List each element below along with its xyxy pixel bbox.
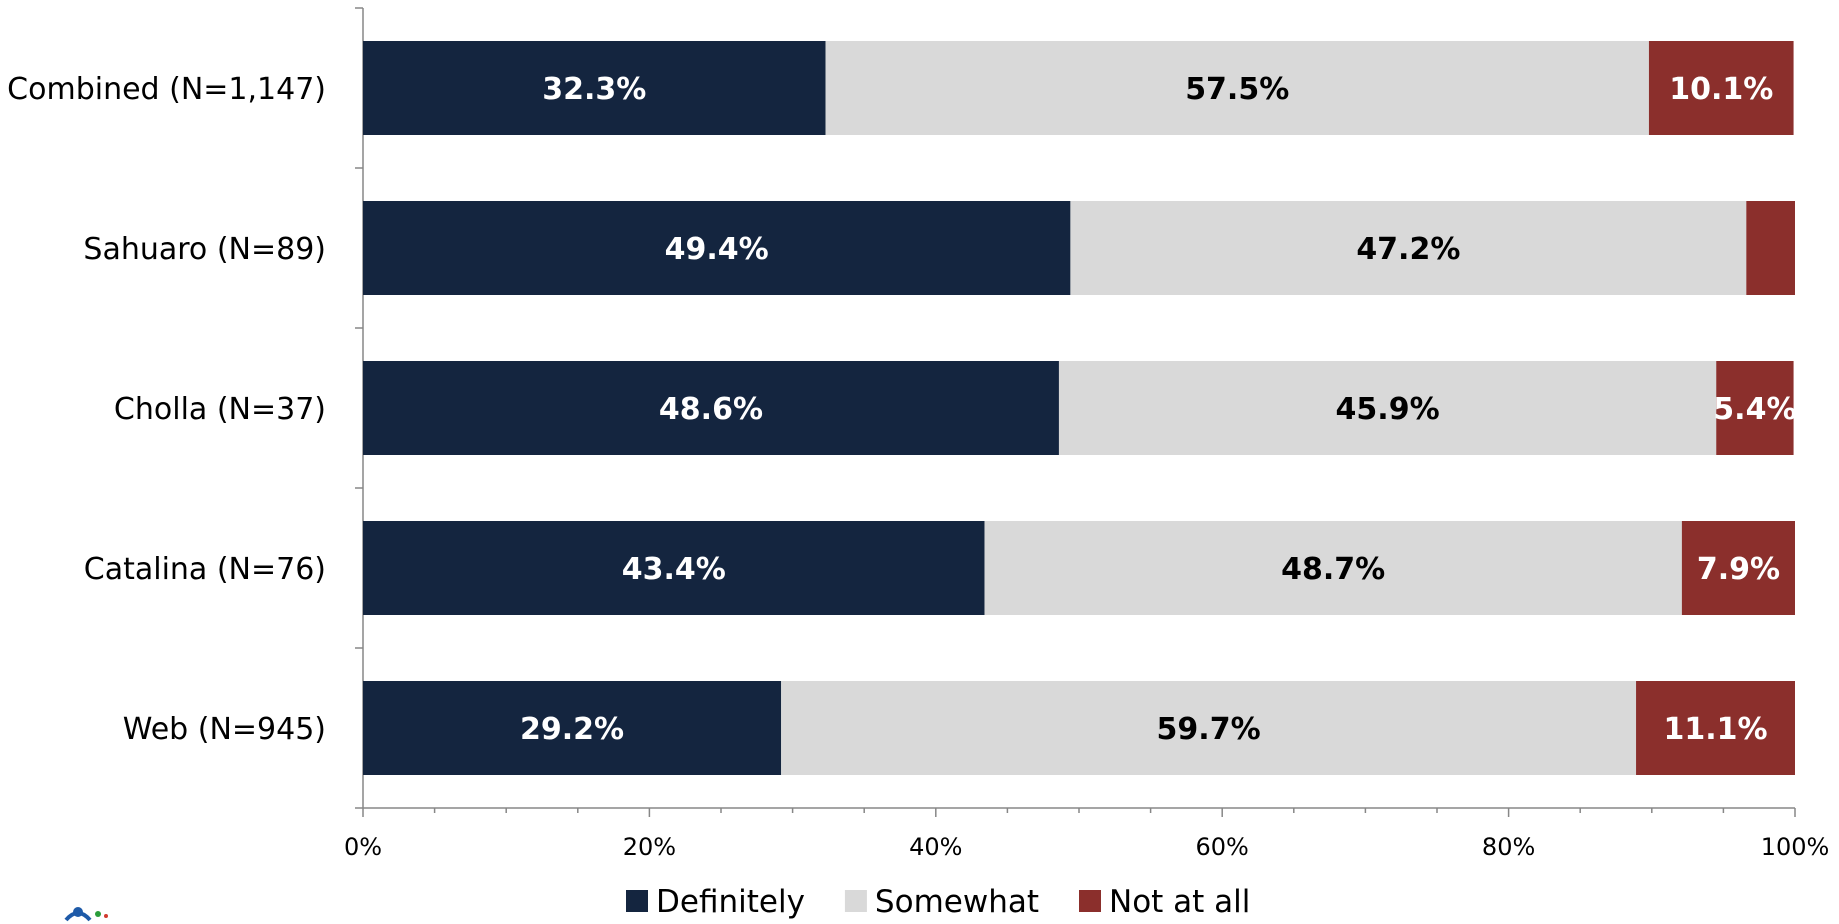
x-tick-label: 0%: [344, 833, 382, 861]
x-tick-label: 40%: [909, 833, 962, 861]
bar-segment-not-at-all: [1636, 681, 1795, 775]
bar-segment-not-at-all: [1681, 521, 1795, 615]
data-label: 57.5%: [1185, 72, 1289, 107]
category-label: Cholla (N=37): [114, 392, 326, 427]
bar-segment-somewhat: [781, 681, 1637, 775]
data-label: 43.4%: [622, 552, 726, 587]
data-label: 49.4%: [665, 232, 769, 267]
data-label: 7.9%: [1697, 552, 1780, 587]
bar-segment-somewhat: [825, 41, 1649, 135]
figure-logo-icon: [64, 907, 108, 922]
data-label: 29.2%: [520, 712, 624, 747]
data-label: 45.9%: [1336, 392, 1440, 427]
data-label: 48.7%: [1281, 552, 1385, 587]
category-label: Web (N=945): [123, 712, 326, 747]
category-label: Catalina (N=76): [84, 552, 326, 587]
data-label: 48.6%: [659, 392, 763, 427]
legend-swatch: [1079, 890, 1101, 912]
bar-segment-definitely: [363, 521, 985, 615]
bar-segment-definitely: [363, 361, 1059, 455]
legend-swatch: [626, 890, 648, 912]
bar-segment-somewhat: [1070, 201, 1747, 295]
x-tick-label: 80%: [1482, 833, 1535, 861]
legend-label: Definitely: [656, 884, 805, 920]
bar-segment-not-at-all: [1746, 201, 1795, 295]
data-label: 47.2%: [1356, 232, 1460, 267]
bar-segment-definitely: [363, 681, 782, 775]
category-label: Combined (N=1,147): [7, 72, 326, 107]
data-label: 32.3%: [542, 72, 646, 107]
bar-segment-not-at-all: [1648, 41, 1794, 135]
bar-segment-definitely: [363, 201, 1071, 295]
logo: [48, 906, 168, 924]
x-tick-label: 60%: [1196, 833, 1249, 861]
data-label: 5.4%: [1713, 392, 1796, 427]
bar-segment-somewhat: [1058, 361, 1717, 455]
data-label: 10.1%: [1669, 72, 1773, 107]
x-tick-label: 100%: [1761, 833, 1830, 861]
data-label: 11.1%: [1663, 712, 1767, 747]
x-tick-label: 20%: [623, 833, 676, 861]
bar-segment-somewhat: [984, 521, 1682, 615]
legend-label: Somewhat: [875, 884, 1039, 920]
legend-label: Not at all: [1109, 884, 1250, 920]
data-label: 59.7%: [1157, 712, 1261, 747]
legend-swatch: [844, 890, 867, 912]
bar-segment-not-at-all: [1716, 361, 1794, 455]
bar-segment-definitely: [363, 41, 826, 135]
category-label: Sahuaro (N=89): [83, 232, 326, 267]
